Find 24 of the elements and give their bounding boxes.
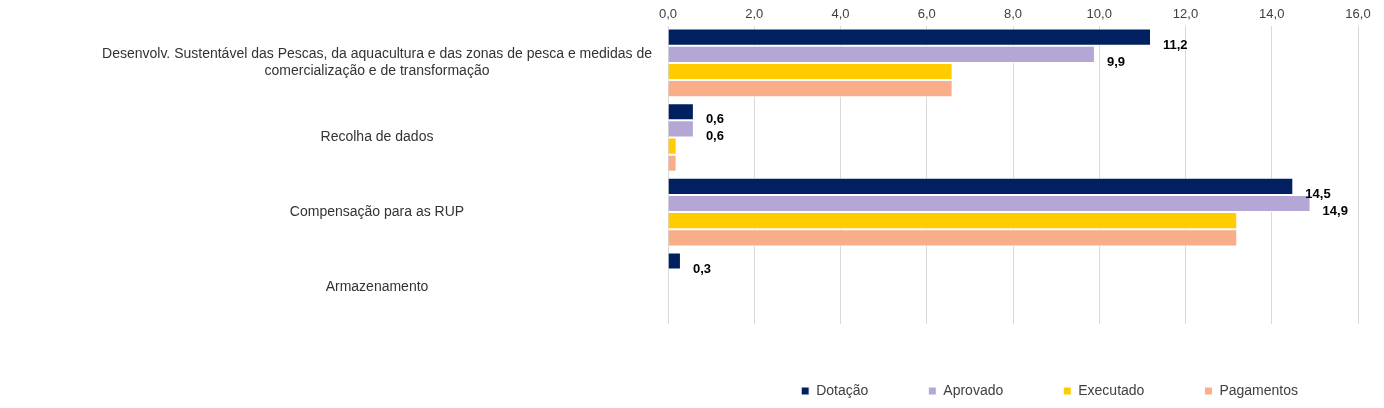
legend-label: Aprovado	[943, 381, 1004, 398]
x-tick-label: 14,0	[1259, 6, 1285, 22]
y-tick-label: Armazenamento	[325, 277, 429, 294]
data-label: 11,2	[1163, 36, 1188, 52]
x-tick-label: 8,0	[1003, 6, 1023, 22]
data-label: 0,6	[705, 111, 724, 127]
legend-label: Pagamentos	[1219, 381, 1298, 398]
data-label: 14,9	[1322, 203, 1348, 219]
data-label: 9,9	[1106, 53, 1126, 69]
data-label: 14,5	[1305, 185, 1331, 201]
x-tick-label: 4,0	[831, 6, 850, 22]
y-tick-label: Compensação para as RUP	[289, 202, 465, 219]
legend-label: Dotação	[816, 381, 869, 398]
legend-label: Executado	[1078, 381, 1145, 398]
x-tick-label: 16,0	[1345, 6, 1371, 22]
y-tick-label: Recolha de dados	[320, 128, 434, 145]
data-label: 0,6	[705, 128, 724, 144]
x-tick-label: 12,0	[1172, 6, 1199, 22]
x-tick-label: 0,0	[658, 6, 678, 22]
data-label: 0,3	[692, 260, 712, 276]
x-tick-label: 6,0	[917, 6, 936, 22]
x-tick-label: 2,0	[745, 6, 764, 22]
y-tick-label: Desenvolv. Sustentável das Pescas, da aquacultura e das zonas de pesca e medidas de comercialização e de transformação	[102, 45, 653, 79]
x-tick-label: 10,0	[1086, 6, 1112, 22]
